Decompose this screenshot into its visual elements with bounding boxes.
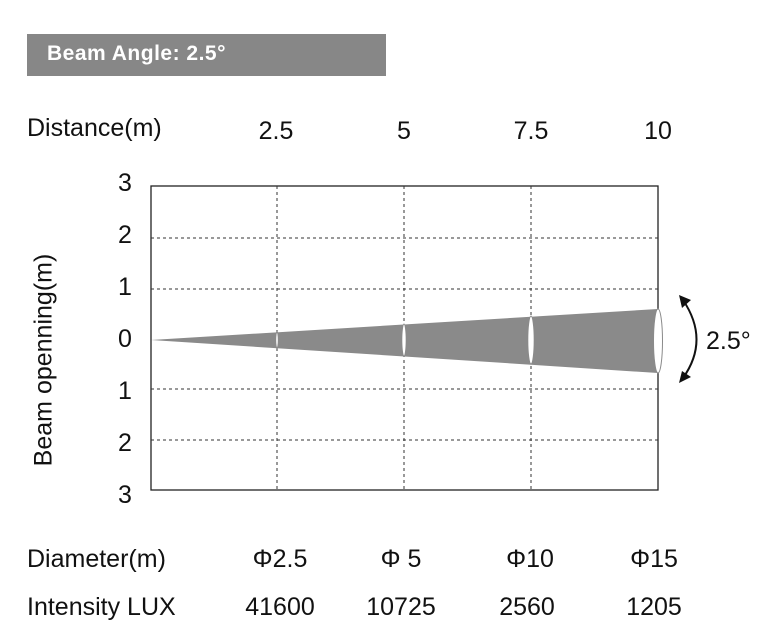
y-tick-label: 2 xyxy=(118,221,132,249)
title-bar: Beam Angle: 2.5° xyxy=(27,34,386,76)
intensity-value: 10725 xyxy=(366,593,436,621)
diameter-value: Φ 5 xyxy=(380,545,422,573)
diameter-label: Diameter(m) xyxy=(27,545,166,573)
diagram-title: Beam Angle: 2.5° xyxy=(47,42,227,65)
intensity-value: 41600 xyxy=(245,593,315,621)
distance-label: Distance(m) xyxy=(27,114,162,142)
distance-value: 2.5 xyxy=(258,117,294,145)
beam-section xyxy=(275,331,279,349)
diameter-value: Φ2.5 xyxy=(252,545,308,573)
angle-label: 2.5° xyxy=(706,327,751,355)
beam-section xyxy=(653,308,663,374)
angle-arc xyxy=(682,299,698,379)
distance-value: 5 xyxy=(397,117,411,145)
beam-section xyxy=(401,323,407,357)
distance-value: 7.5 xyxy=(513,117,549,145)
intensity-value: 2560 xyxy=(499,593,555,621)
distance-value: 10 xyxy=(644,117,672,145)
diameter-value: Φ15 xyxy=(630,545,678,573)
y-tick-label: 2 xyxy=(118,429,132,457)
intensity-label: Intensity LUX xyxy=(27,593,176,621)
y-tick-label: 3 xyxy=(118,481,132,509)
beam-section xyxy=(527,315,535,365)
arrow-head-bottom xyxy=(679,371,691,383)
y-tick-label: 1 xyxy=(118,377,132,405)
arrow-head-top xyxy=(679,295,691,308)
y-tick-label: 1 xyxy=(118,273,132,301)
y-tick-label: 0 xyxy=(118,325,132,353)
intensity-value: 1205 xyxy=(626,593,682,621)
diameter-value: Φ10 xyxy=(506,545,554,573)
y-tick-label: 3 xyxy=(118,169,132,197)
